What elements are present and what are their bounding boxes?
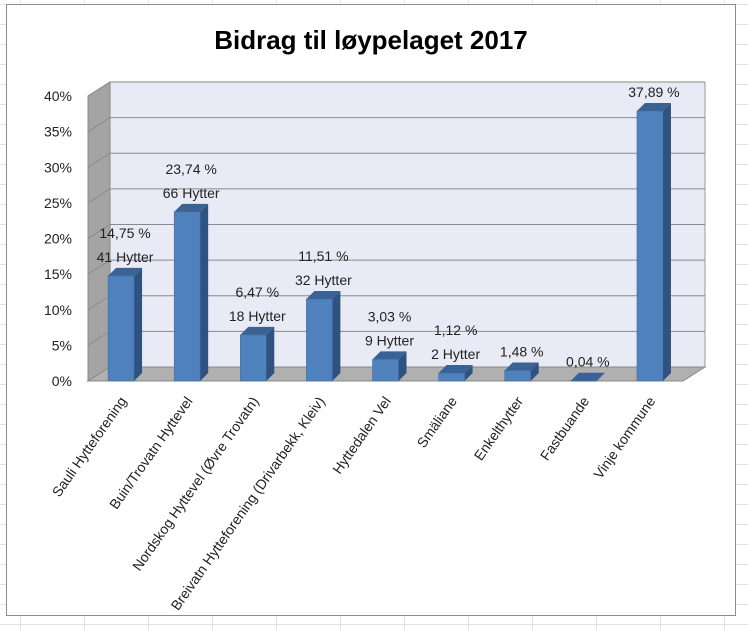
data-label: 23,74 % xyxy=(165,161,216,177)
y-tick-label: 5% xyxy=(52,337,72,353)
bar xyxy=(173,211,201,382)
bar-side xyxy=(134,267,143,381)
bar-top xyxy=(438,365,473,374)
category-label: Vinje kommune xyxy=(590,393,658,481)
bar xyxy=(636,110,664,382)
bar-top xyxy=(240,326,275,335)
bar-side xyxy=(596,372,605,381)
bar-side xyxy=(266,326,275,381)
hytter-label: 18 Hytter xyxy=(229,308,286,324)
y-tick-label: 10% xyxy=(44,302,72,318)
bar-side xyxy=(530,362,539,381)
bar xyxy=(240,334,267,382)
y-tick-label: 25% xyxy=(44,195,72,211)
bar-top xyxy=(174,203,209,212)
data-label: 6,47 % xyxy=(235,284,279,300)
bar-top xyxy=(636,103,671,112)
data-label: 37,89 % xyxy=(628,84,679,100)
gridline-side xyxy=(87,117,111,133)
data-label: 1,48 % xyxy=(500,343,544,359)
gridline-side xyxy=(87,81,111,97)
hytter-label: 2 Hytter xyxy=(431,346,480,362)
bar xyxy=(306,298,333,382)
bar-top xyxy=(372,351,407,360)
bar xyxy=(372,359,399,382)
bar-side xyxy=(200,203,209,381)
bar-side xyxy=(398,351,407,381)
category-label: Fastbuande xyxy=(537,393,593,463)
data-label: 0,04 % xyxy=(566,354,610,370)
category-label: Enkelthytter xyxy=(471,393,527,463)
category-label: Nordskog Hyttevel (Øvre Trovatn) xyxy=(129,394,262,574)
bar-top xyxy=(306,290,341,299)
chart-title: Bidrag til løypelaget 2017 xyxy=(214,25,528,55)
bar-top xyxy=(108,267,143,276)
gridline-side xyxy=(87,295,111,311)
hytter-label: 9 Hytter xyxy=(365,332,414,348)
bar-side xyxy=(332,290,341,381)
gridline-side xyxy=(87,188,111,204)
bar-side xyxy=(662,103,671,381)
y-tick-label: 35% xyxy=(44,124,72,140)
data-label: 14,75 % xyxy=(99,225,150,241)
bar-top xyxy=(504,362,539,371)
bar xyxy=(438,372,465,382)
category-label: Hyttedalen Vel xyxy=(329,394,394,477)
y-tick-label: 0% xyxy=(52,373,72,389)
bar xyxy=(570,380,598,382)
data-label: 11,51 % xyxy=(298,248,348,264)
bar xyxy=(107,275,135,382)
category-label: Sauli Hytteforening xyxy=(49,394,130,500)
y-tick-label: 20% xyxy=(44,231,72,247)
gridline-side xyxy=(87,152,111,168)
bar-top xyxy=(570,372,605,381)
y-tick-label: 40% xyxy=(44,88,72,104)
category-label: Smäliane xyxy=(413,393,460,450)
gridline-side xyxy=(87,330,111,346)
y-tick-label: 15% xyxy=(44,266,72,282)
hytter-label: 41 Hytter xyxy=(97,249,154,265)
hytter-label: 32 Hytter xyxy=(295,272,352,288)
gridline-side xyxy=(87,259,111,275)
hytter-label: 66 Hytter xyxy=(163,185,220,201)
bar-side xyxy=(464,365,473,381)
y-tick-label: 30% xyxy=(44,159,72,175)
category-label: Breivatn Hytteforening (Drivarbekk, Klei… xyxy=(167,394,327,614)
gridline-side xyxy=(87,224,111,239)
bar xyxy=(504,370,531,382)
data-label: 3,03 % xyxy=(368,308,412,324)
data-label: 1,12 % xyxy=(434,322,478,338)
